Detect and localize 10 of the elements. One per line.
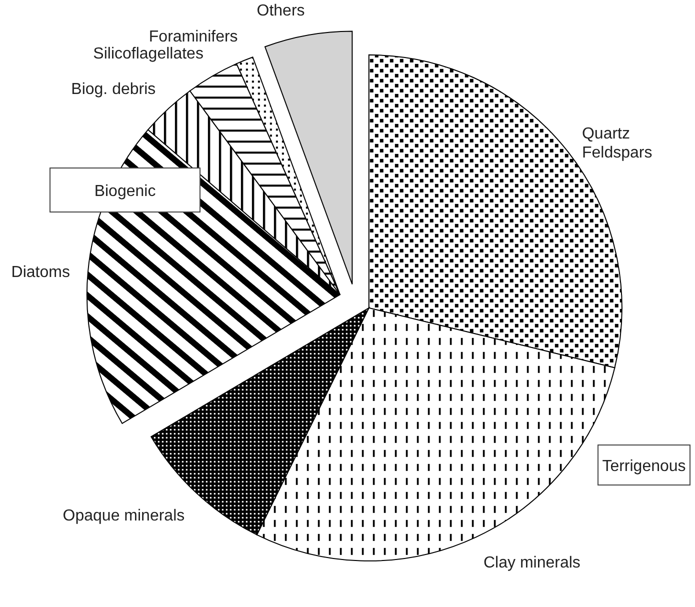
slice-label: Quartz Feldspars	[582, 125, 652, 162]
slice-label: Diatoms	[11, 264, 70, 281]
slice-label: Clay minerals	[484, 554, 580, 572]
slice-label: Opaque minerals	[62, 508, 185, 525]
slice-label: Silicoflagellates	[93, 46, 204, 63]
text: Biogenic	[94, 183, 156, 200]
slice-label: Biog. debris	[71, 80, 156, 98]
text: Terrigenous	[602, 458, 686, 475]
slice-label: Foraminifers	[148, 28, 238, 46]
slice-label: Others	[256, 2, 305, 20]
